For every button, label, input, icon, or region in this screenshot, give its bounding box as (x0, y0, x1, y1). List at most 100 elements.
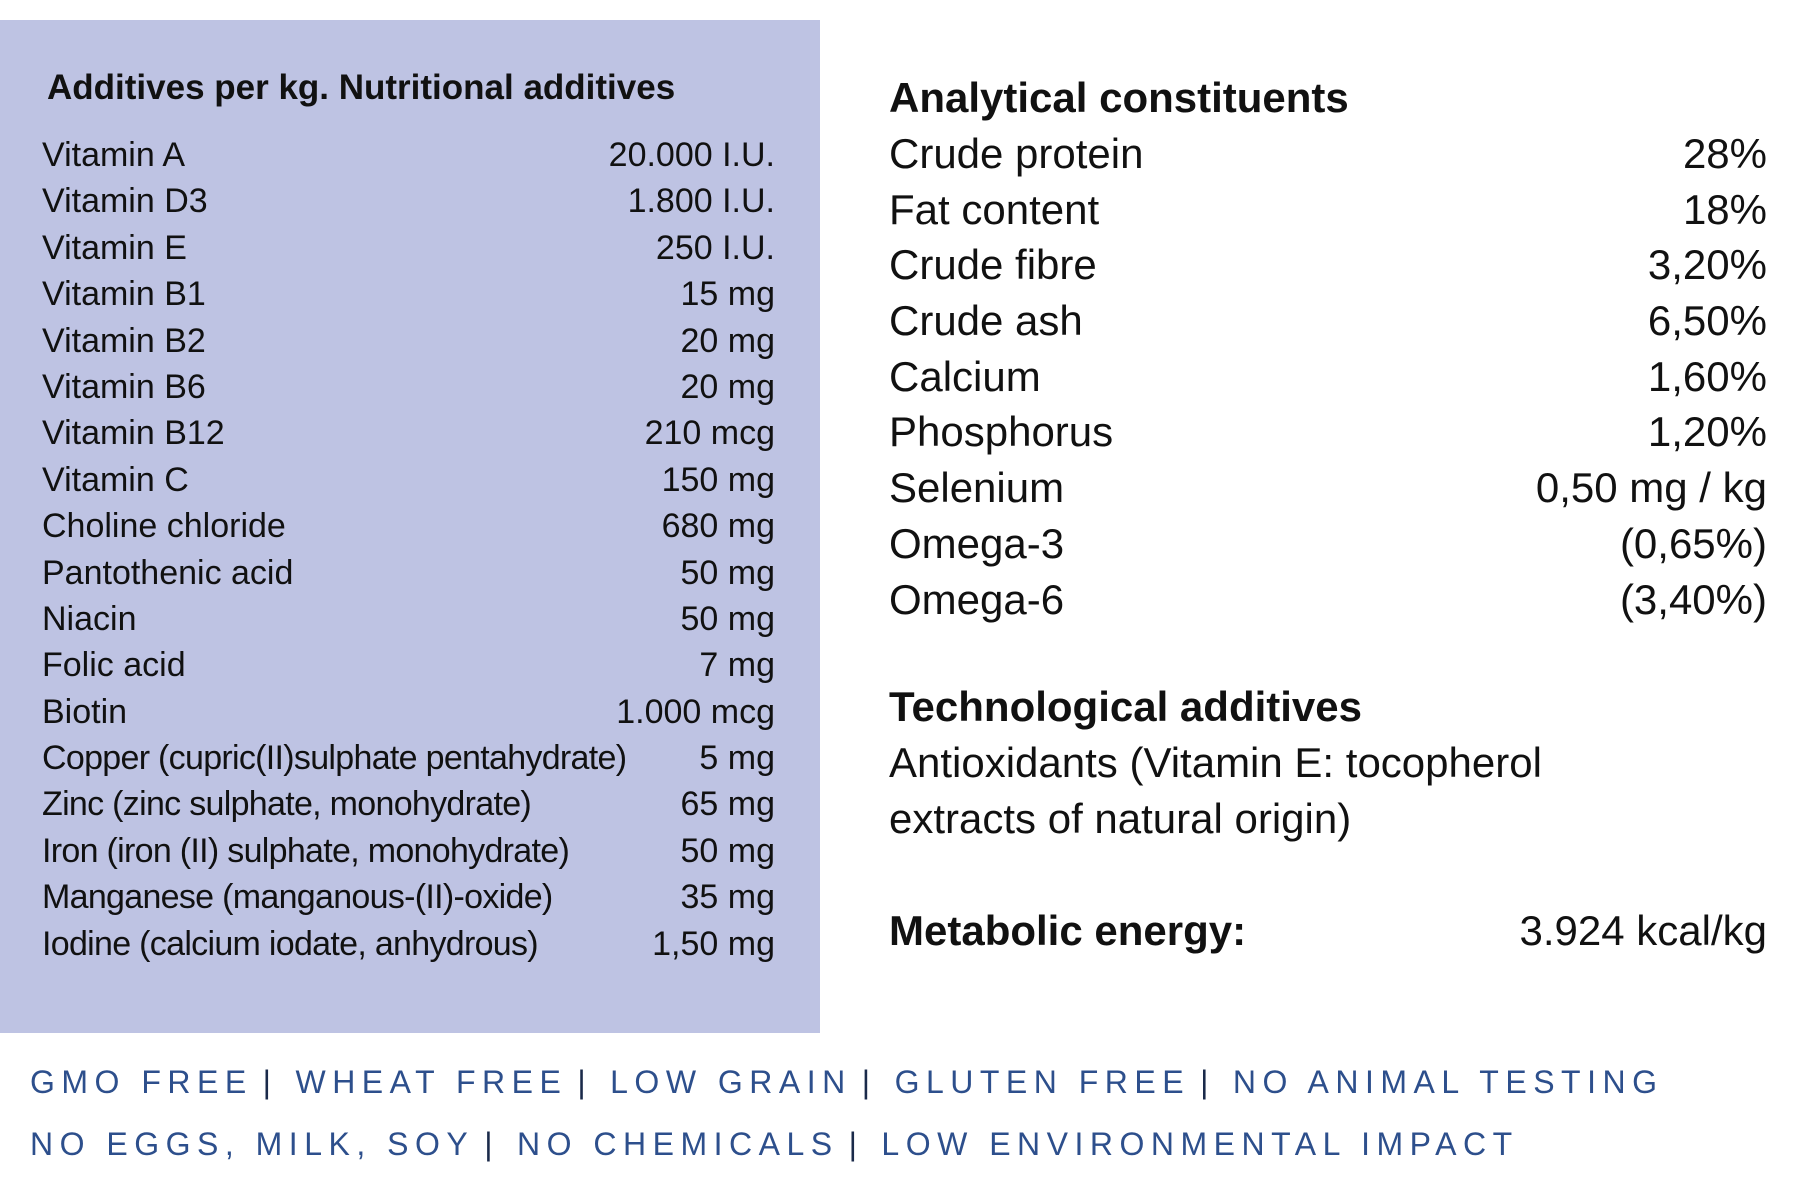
additive-row: Vitamin C 150 mg (42, 457, 775, 503)
additive-value: 50 mg (680, 831, 776, 870)
additive-value: 150 mg (661, 460, 775, 499)
additive-value: 50 mg (680, 553, 776, 592)
additive-name: Biotin (42, 692, 128, 731)
additive-value: 7 mg (699, 646, 775, 685)
additive-row: Biotin 1.000 mcg (42, 689, 775, 735)
additive-name: Vitamin C (42, 460, 189, 499)
constituent-name: Omega-6 (889, 575, 1065, 623)
additive-row: Zinc (zinc sulphate, monohydrate) 65 mg (42, 781, 775, 827)
additive-value: 65 mg (680, 785, 776, 824)
constituent-value: 18% (1682, 185, 1767, 233)
technological-additives-line: Antioxidants (Vitamin E: tocopherol (889, 739, 1542, 786)
nutritional-additives-list: Vitamin A 20.000 I.U. Vitamin D3 1.800 I.U… (42, 132, 775, 967)
additive-name: Vitamin E (42, 228, 187, 267)
additive-value: 1,50 mg (652, 924, 775, 963)
claim-separator: | (262, 1064, 278, 1100)
claim-tag: GMO FREE (30, 1064, 253, 1100)
additive-value: 35 mg (680, 878, 776, 917)
constituent-value: 0,50 mg / kg (1535, 464, 1767, 512)
additive-row: Vitamin A 20.000 I.U. (42, 132, 775, 178)
additive-value: 1.800 I.U. (627, 182, 775, 221)
constituent-row: Calcium 1,60% (889, 349, 1767, 405)
claim-separator: | (861, 1064, 877, 1100)
additive-value: 680 mg (661, 507, 775, 546)
constituent-row: Selenium 0,50 mg / kg (889, 460, 1767, 516)
additive-value: 50 mg (680, 599, 776, 638)
additive-name: Iron (iron (II) sulphate, monohydrate) (42, 831, 570, 870)
additive-name: Vitamin D3 (42, 182, 208, 221)
constituent-value: 1,60% (1647, 352, 1767, 400)
additive-value: 20 mg (680, 367, 776, 406)
additive-value: 20.000 I.U. (608, 136, 775, 174)
additive-row: Vitamin B2 20 mg (42, 318, 775, 364)
additive-value: 210 mcg (644, 414, 775, 453)
technological-additives-line: extracts of natural origin) (889, 795, 1352, 842)
additive-value: 15 mg (680, 275, 776, 314)
additive-row: Vitamin B1 15 mg (42, 271, 775, 317)
nutritional-additives-title: Additives per kg. Nutritional additives (47, 68, 676, 107)
metabolic-energy-label: Metabolic energy: (889, 907, 1247, 954)
additive-row: Manganese (manganous-(II)-oxide) 35 mg (42, 874, 775, 920)
constituent-row: Crude protein 28% (889, 126, 1767, 182)
constituent-row: Crude fibre 3,20% (889, 237, 1767, 293)
analytical-constituents-title: Analytical constituents (889, 74, 1349, 121)
additive-row: Vitamin B6 20 mg (42, 364, 775, 410)
additive-name: Manganese (manganous-(II)-oxide) (42, 878, 553, 917)
additive-name: Vitamin A (42, 136, 186, 174)
claims-line-2: NO EGGS, MILK, SOY | NO CHEMICALS | LOW ENVI… (30, 1124, 1790, 1164)
additive-row: Vitamin E 250 I.U. (42, 225, 775, 271)
constituent-row: Omega-6 (3,40%) (889, 572, 1767, 628)
additive-value: 20 mg (680, 321, 776, 360)
claim-separator: | (848, 1126, 864, 1162)
additive-name: Niacin (42, 599, 137, 638)
claim-tag: LOW GRAIN (610, 1064, 852, 1100)
additive-row: Niacin 50 mg (42, 596, 775, 642)
metabolic-energy-value: 3.924 kcal/kg (1519, 907, 1768, 954)
constituent-value: (3,40%) (1619, 575, 1767, 623)
constituent-name: Crude protein (889, 130, 1144, 177)
constituent-name: Crude ash (889, 297, 1083, 345)
nutritional-additives-panel (0, 20, 820, 1033)
additive-name: Vitamin B6 (42, 367, 206, 406)
constituent-row: Omega-3 (0,65%) (889, 516, 1767, 572)
additive-name: Vitamin B12 (42, 414, 225, 453)
additive-value: 5 mg (699, 739, 775, 778)
additive-row: Folic acid 7 mg (42, 642, 775, 688)
claim-tag: WHEAT FREE (295, 1064, 568, 1100)
claim-tag: GLUTEN FREE (894, 1064, 1191, 1100)
claim-tag: NO EGGS, MILK, SOY (30, 1126, 475, 1162)
additive-name: Vitamin B2 (42, 321, 206, 360)
analytical-constituents-section: Analytical constituents Crude protein 28%… (889, 70, 1767, 627)
constituent-value: 6,50% (1647, 297, 1767, 345)
constituent-name: Calcium (889, 352, 1041, 400)
additive-name: Zinc (zinc sulphate, monohydrate) (42, 785, 532, 824)
constituent-value: (0,65%) (1619, 519, 1767, 567)
additive-row: Vitamin D3 1.800 I.U. (42, 178, 775, 224)
constituent-name: Omega-3 (889, 519, 1065, 567)
constituent-name: Selenium (889, 464, 1065, 512)
constituent-name: Fat content (889, 185, 1100, 233)
claim-tag: LOW ENVIRONMENTAL IMPACT (881, 1126, 1519, 1162)
metabolic-energy-row: Metabolic energy: 3.924 kcal/kg (889, 903, 1767, 959)
claims-line-1: GMO FREE | WHEAT FREE | LOW GRAIN | GLUTEN FRE… (30, 1062, 1790, 1102)
additive-name: Copper (cupric(II)sulphate pentahydrate) (42, 739, 627, 778)
constituent-row: Phosphorus 1,20% (889, 404, 1767, 460)
additive-row: Iodine (calcium iodate, anhydrous) 1,50 m… (42, 921, 775, 967)
technological-additives-section: Technological additives Antioxidants (Vi… (889, 679, 1767, 847)
additive-name: Choline chloride (42, 507, 286, 546)
additive-row: Vitamin B12 210 mcg (42, 410, 775, 456)
constituent-value: 28% (1682, 130, 1767, 177)
constituent-value: 1,20% (1647, 408, 1767, 456)
additive-name: Folic acid (42, 646, 186, 685)
claim-tag: NO CHEMICALS (517, 1126, 839, 1162)
constituent-row: Fat content 18% (889, 182, 1767, 238)
additive-name: Pantothenic acid (42, 553, 294, 592)
technological-additives-title: Technological additives (889, 683, 1362, 730)
additive-name: Vitamin B1 (42, 275, 206, 314)
constituent-name: Phosphorus (889, 408, 1114, 456)
claim-separator: | (1200, 1064, 1215, 1100)
additive-name: Iodine (calcium iodate, anhydrous) (42, 924, 539, 963)
additive-row: Iron (iron (II) sulphate, monohydrate) 50… (42, 828, 775, 874)
additive-row: Pantothenic acid 50 mg (42, 550, 775, 596)
constituent-row: Crude ash 6,50% (889, 293, 1767, 349)
